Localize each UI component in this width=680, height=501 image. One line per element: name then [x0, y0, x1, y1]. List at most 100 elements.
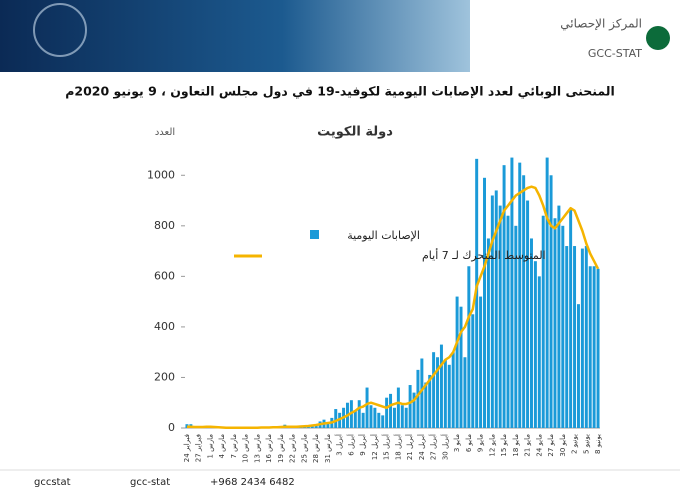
- x-tick-label: 2 يونيو: [571, 434, 579, 454]
- x-tick-label: 27 أبريل: [429, 434, 438, 460]
- x-tick-label: 4 مارس: [218, 434, 226, 459]
- x-tick-label: 19 مارس: [277, 434, 285, 463]
- bar: [354, 410, 357, 428]
- x-tick-label: 12 مايو: [488, 434, 496, 457]
- legend-label: المتوسط المتحرك لـ 7 أيام: [422, 248, 546, 262]
- x-tick-label: 31 مارس: [324, 434, 332, 463]
- org-name: المركز الإحصائي: [560, 17, 642, 32]
- bar: [487, 238, 490, 428]
- bar: [577, 304, 580, 428]
- bar: [518, 163, 521, 428]
- y-tick-label: 800: [154, 219, 175, 232]
- x-tick-label: 25 مارس: [300, 434, 308, 463]
- bar: [593, 266, 596, 428]
- bar: [522, 175, 525, 428]
- bar: [381, 415, 384, 428]
- x-tick-label: 15 أبريل: [382, 434, 391, 460]
- bar: [373, 408, 376, 428]
- bar: [557, 206, 560, 428]
- bar: [389, 394, 392, 428]
- x-tick-label: 22 مارس: [289, 434, 297, 463]
- x-tick-label: 28 مارس: [312, 434, 320, 463]
- x-tick-label: 18 مايو: [512, 434, 520, 457]
- bar: [526, 201, 529, 428]
- footer-snap: gcc-stat: [130, 477, 170, 488]
- bar: [483, 178, 486, 428]
- x-tick-label: 27 مايو: [547, 434, 555, 457]
- bar: [452, 352, 455, 428]
- bar: [503, 165, 506, 428]
- bar: [444, 360, 447, 428]
- x-tick-label: 13 مارس: [253, 434, 261, 463]
- x-tick-label: 30 أبريل: [440, 434, 449, 460]
- x-tick-label: 30 مايو: [559, 434, 567, 457]
- bar: [565, 246, 568, 428]
- bar: [479, 297, 482, 428]
- legend-label: الإصابات اليومية: [347, 229, 420, 242]
- bar: [597, 269, 600, 428]
- y-axis-label: العدد: [155, 127, 175, 138]
- x-tick-label: 8 يونيو: [594, 434, 602, 454]
- bar: [369, 405, 372, 428]
- bar: [405, 408, 408, 428]
- x-tick-label: 12 أبريل: [370, 434, 379, 460]
- bar: [393, 408, 396, 428]
- bar: [569, 208, 572, 428]
- logo-emblem: [646, 26, 670, 50]
- bar: [542, 216, 545, 428]
- bar: [561, 226, 564, 428]
- bar: [385, 398, 388, 428]
- legend-swatch: [310, 230, 319, 239]
- x-tick-label: 24 فبراير: [183, 434, 191, 462]
- y-tick-label: 200: [154, 370, 175, 383]
- x-tick-label: 21 أبريل: [405, 434, 414, 460]
- x-tick-label: 10 مارس: [242, 434, 250, 463]
- bar: [573, 246, 576, 428]
- bar: [334, 409, 337, 428]
- bar: [499, 206, 502, 428]
- bar: [397, 388, 400, 428]
- x-tick-label: 16 مارس: [265, 434, 273, 463]
- bar: [467, 266, 470, 428]
- bar: [546, 158, 549, 428]
- header-banner: [0, 0, 470, 72]
- chart-title: دولة الكويت: [317, 125, 393, 140]
- heading: المنحنى الوبائي لعدد الإصابات اليومية لك…: [65, 84, 615, 100]
- bar: [585, 246, 588, 428]
- bar: [358, 400, 361, 428]
- bar: [530, 238, 533, 428]
- bar: [448, 365, 451, 428]
- bar: [491, 195, 494, 428]
- x-tick-label: 5 يونيو: [582, 434, 590, 454]
- bar: [553, 218, 556, 428]
- y-tick-label: 600: [154, 269, 175, 282]
- x-tick-label: 3 مايو: [453, 434, 461, 452]
- y-tick-label: 1000: [147, 168, 175, 181]
- bar: [538, 276, 541, 428]
- x-tick-label: 15 مايو: [500, 434, 508, 457]
- bar: [456, 297, 459, 428]
- bar: [424, 383, 427, 428]
- x-tick-label: 27 فبراير: [195, 434, 203, 462]
- x-tick-label: 9 مايو: [477, 434, 485, 452]
- x-tick-label: 21 مايو: [524, 434, 532, 457]
- bar: [366, 388, 369, 428]
- bar: [416, 370, 419, 428]
- y-tick-label: 400: [154, 320, 175, 333]
- x-tick-label: 6 أبريل: [346, 434, 355, 456]
- bar: [409, 385, 412, 428]
- x-tick-label: 7 مارس: [230, 434, 238, 459]
- x-tick-label: 24 مايو: [535, 434, 543, 457]
- bar: [440, 345, 443, 428]
- bar: [507, 216, 510, 428]
- bar: [377, 413, 380, 428]
- bar: [432, 352, 435, 428]
- x-tick-label: 3 أبريل: [335, 434, 344, 456]
- bar: [362, 413, 365, 428]
- x-tick-label: 6 مايو: [465, 434, 473, 452]
- bar: [463, 357, 466, 428]
- footer-phone: +968 2434 6482: [210, 477, 295, 488]
- bar: [589, 266, 592, 428]
